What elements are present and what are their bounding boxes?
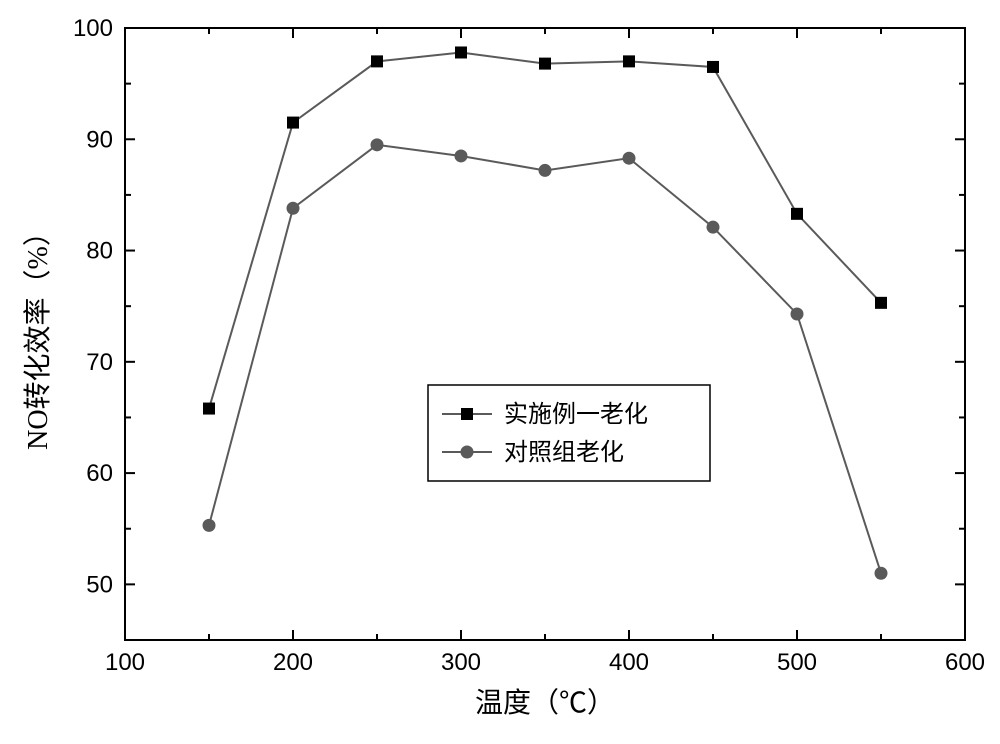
chart-container: 100 200 300 400 500 600 50 60 70 80 90 100 温度（℃） NO转化… [0,0,1000,744]
series-marker-control-aged [791,308,803,320]
y-tick-label: 50 [86,571,113,598]
series-marker-example1-aged [876,297,887,308]
series-marker-example1-aged [792,208,803,219]
x-tick-label: 500 [777,649,817,676]
chart-svg: 100 200 300 400 500 600 50 60 70 80 90 100 温度（℃） NO转化… [0,0,1000,744]
series-marker-control-aged [539,164,551,176]
y-tick-label: 60 [86,460,113,487]
series-marker-control-aged [287,202,299,214]
series-line-example1-aged [209,52,881,408]
legend-box [428,385,710,481]
x-tick-label: 100 [105,649,145,676]
series-marker-control-aged [875,567,887,579]
x-tick-label: 600 [945,649,985,676]
x-axis-title: 温度（℃） [475,687,615,719]
series-marker-example1-aged [708,61,719,72]
y-tick-label: 100 [73,15,113,42]
series-marker-example1-aged [456,47,467,58]
series-line-control-aged [209,145,881,573]
series-marker-example1-aged [540,58,551,69]
series-marker-control-aged [455,150,467,162]
y-tick-label: 80 [86,238,113,265]
y-tick-label: 70 [86,349,113,376]
series-marker-example1-aged [624,56,635,67]
legend-label-example1-aged: 实施例一老化 [504,401,648,428]
series-marker-control-aged [371,139,383,151]
series-marker-example1-aged [204,403,215,414]
series-marker-control-aged [203,519,215,531]
y-axis-title: NO转化效率（%） [22,218,54,450]
x-tick-label: 200 [273,649,313,676]
series-marker-example1-aged [288,117,299,128]
x-tick-label: 400 [609,649,649,676]
series-marker-example1-aged [372,56,383,67]
series-marker-control-aged [623,152,635,164]
y-tick-label: 90 [86,126,113,153]
x-tick-label: 300 [441,649,481,676]
legend-label-control-aged: 对照组老化 [504,439,624,466]
series-marker-control-aged [707,221,719,233]
